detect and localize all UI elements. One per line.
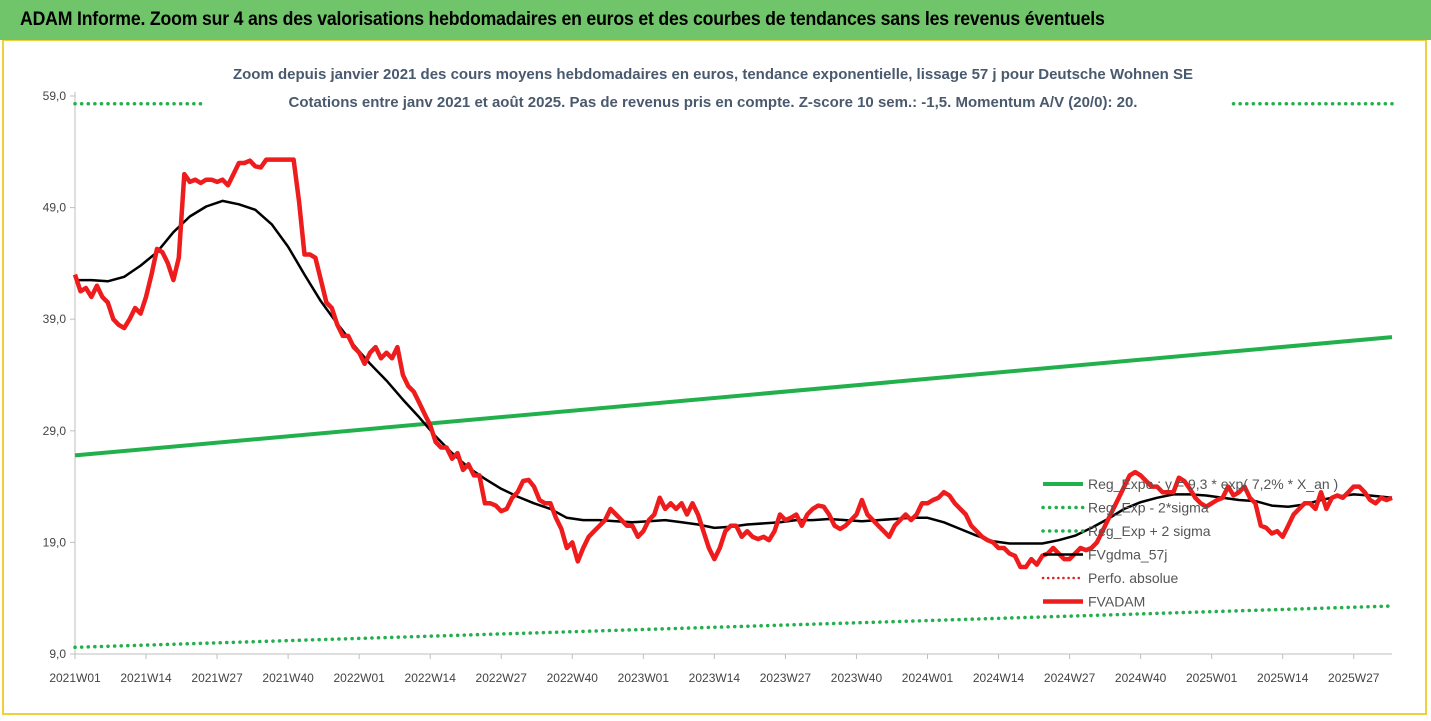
legend-entry-label: Reg_Exp + 2 sigma <box>1088 523 1211 539</box>
series-layer <box>72 102 1394 650</box>
x-tick-label: 2023W27 <box>760 671 812 685</box>
legend: Reg_Expo : y = 9,3 * exp( 7,2% * X_an ) R… <box>1041 476 1338 610</box>
chart-title: Zoom depuis janvier 2021 des cours moyen… <box>233 66 1193 83</box>
y-tick-label: 29,0 <box>43 424 67 438</box>
reg-exp-minus-2sigma-line <box>73 604 1394 650</box>
legend-entry-label: Reg_Expo : y = 9,3 * exp( 7,2% * X_an ) <box>1088 476 1338 492</box>
fvadam-line <box>72 157 1393 570</box>
x-tick-label: 2022W27 <box>476 671 528 685</box>
x-tick-label: 2023W40 <box>831 671 883 685</box>
legend-entry-label: FVADAM <box>1088 594 1145 610</box>
y-tick-label: 9,0 <box>49 647 66 661</box>
y-tick-label: 49,0 <box>43 201 67 215</box>
x-tick-label: 2024W01 <box>902 671 954 685</box>
legend-entry-label: Perfo. absolue <box>1088 570 1178 586</box>
x-tick-label: 2021W40 <box>262 671 314 685</box>
y-tick-label: 59,0 <box>43 89 67 103</box>
x-tick-label: 2024W40 <box>1115 671 1167 685</box>
reg-expo-line <box>74 335 1393 458</box>
x-tick-label: 2023W14 <box>689 671 741 685</box>
x-tick-label: 2025W14 <box>1257 671 1309 685</box>
report-banner: ADAM Informe. Zoom sur 4 ans des valoris… <box>0 0 1431 40</box>
chart-subtitle: Cotations entre janv 2021 et août 2025. … <box>289 94 1138 111</box>
chart-frame <box>2 40 1427 715</box>
legend-entry-label: Reg_Exp - 2*sigma <box>1088 500 1209 516</box>
report-title: ADAM Informe. Zoom sur 4 ans des valoris… <box>20 9 1105 30</box>
x-tick-label: 2023W01 <box>618 671 670 685</box>
x-tick-label: 2022W14 <box>405 671 457 685</box>
x-tick-label: 2022W01 <box>333 671 385 685</box>
x-tick-label: 2022W40 <box>547 671 599 685</box>
legend-entry-label: FVgdma_57j <box>1088 547 1167 563</box>
x-tick-label: 2024W14 <box>973 671 1025 685</box>
x-tick-label: 2025W01 <box>1186 671 1238 685</box>
x-tick-label: 2024W27 <box>1044 671 1096 685</box>
y-tick-label: 39,0 <box>43 312 67 326</box>
x-tick-label: 2025W27 <box>1328 671 1380 685</box>
x-tick-label: 2021W27 <box>191 671 243 685</box>
x-tick-label: 2021W01 <box>49 671 101 685</box>
x-tick-label: 2021W14 <box>120 671 172 685</box>
y-tick-label: 19,0 <box>43 535 67 549</box>
axis-layer: 9,0 19,0 29,0 39,0 49,0 59,0 2021W01 2021W14 202… <box>43 89 1392 685</box>
